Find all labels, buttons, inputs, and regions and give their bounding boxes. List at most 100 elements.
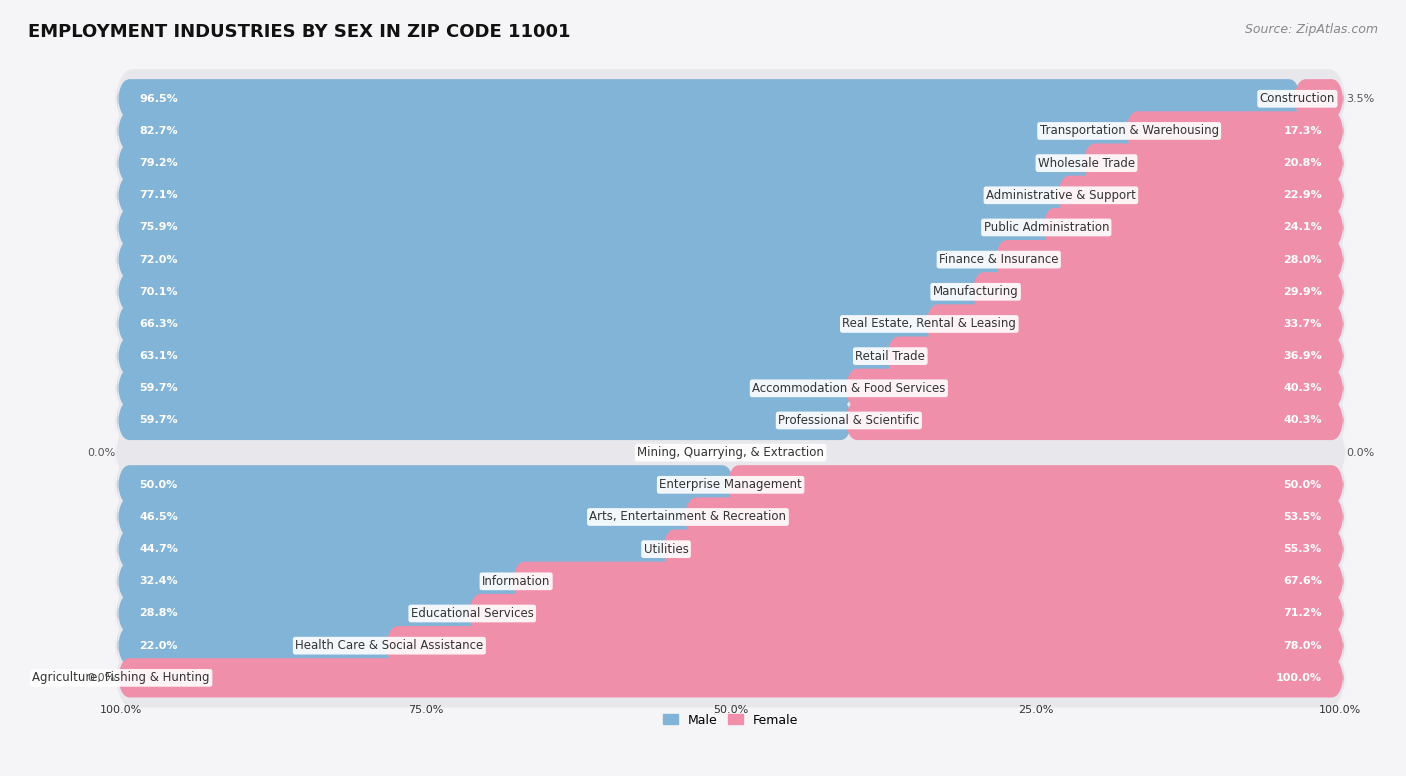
Text: 40.3%: 40.3% <box>1284 383 1322 393</box>
Text: Administrative & Support: Administrative & Support <box>986 189 1136 202</box>
FancyBboxPatch shape <box>118 272 979 311</box>
FancyBboxPatch shape <box>1294 79 1344 119</box>
FancyBboxPatch shape <box>118 626 394 665</box>
Text: 50.0%: 50.0% <box>1284 480 1322 490</box>
Text: 22.0%: 22.0% <box>139 641 179 650</box>
FancyBboxPatch shape <box>115 455 1346 514</box>
FancyBboxPatch shape <box>115 616 1346 675</box>
Text: 25.0%: 25.0% <box>1018 705 1053 715</box>
FancyBboxPatch shape <box>115 69 1346 129</box>
Text: Manufacturing: Manufacturing <box>932 286 1018 298</box>
Text: Finance & Insurance: Finance & Insurance <box>939 253 1059 266</box>
Text: Transportation & Warehousing: Transportation & Warehousing <box>1039 124 1219 137</box>
Text: 0.0%: 0.0% <box>87 448 115 458</box>
Text: 20.8%: 20.8% <box>1284 158 1322 168</box>
FancyBboxPatch shape <box>115 648 1346 708</box>
FancyBboxPatch shape <box>118 144 1090 182</box>
Text: Wholesale Trade: Wholesale Trade <box>1038 157 1135 170</box>
Text: Mining, Quarrying, & Extraction: Mining, Quarrying, & Extraction <box>637 446 824 459</box>
Text: 46.5%: 46.5% <box>139 512 179 522</box>
FancyBboxPatch shape <box>468 594 1344 633</box>
Text: Health Care & Social Assistance: Health Care & Social Assistance <box>295 639 484 652</box>
Text: 66.3%: 66.3% <box>139 319 179 329</box>
Legend: Male, Female: Male, Female <box>658 708 803 732</box>
Text: 100.0%: 100.0% <box>100 705 142 715</box>
Text: 29.9%: 29.9% <box>1282 287 1322 296</box>
FancyBboxPatch shape <box>1057 175 1344 215</box>
FancyBboxPatch shape <box>1083 144 1344 182</box>
Text: 0.0%: 0.0% <box>87 673 115 683</box>
FancyBboxPatch shape <box>118 304 934 344</box>
FancyBboxPatch shape <box>115 391 1346 450</box>
Text: 53.5%: 53.5% <box>1284 512 1322 522</box>
FancyBboxPatch shape <box>115 552 1346 611</box>
FancyBboxPatch shape <box>118 79 1301 119</box>
Text: 0.0%: 0.0% <box>1346 448 1375 458</box>
FancyBboxPatch shape <box>115 294 1346 354</box>
Text: 24.1%: 24.1% <box>1284 223 1322 233</box>
FancyBboxPatch shape <box>727 465 1344 504</box>
Text: 36.9%: 36.9% <box>1284 351 1322 361</box>
Text: 75.9%: 75.9% <box>139 223 179 233</box>
Text: 75.0%: 75.0% <box>408 705 444 715</box>
Text: 28.8%: 28.8% <box>139 608 179 618</box>
Text: 50.0%: 50.0% <box>713 705 748 715</box>
Text: Agriculture, Fishing & Hunting: Agriculture, Fishing & Hunting <box>32 671 209 684</box>
Text: Information: Information <box>482 575 550 588</box>
FancyBboxPatch shape <box>1126 111 1344 151</box>
Text: Public Administration: Public Administration <box>984 221 1109 234</box>
FancyBboxPatch shape <box>118 175 1064 215</box>
FancyBboxPatch shape <box>115 584 1346 643</box>
FancyBboxPatch shape <box>118 208 1050 247</box>
FancyBboxPatch shape <box>887 337 1344 376</box>
Text: Retail Trade: Retail Trade <box>855 350 925 362</box>
Text: Professional & Scientific: Professional & Scientific <box>778 414 920 427</box>
FancyBboxPatch shape <box>118 465 734 504</box>
FancyBboxPatch shape <box>118 594 475 633</box>
FancyBboxPatch shape <box>995 240 1344 279</box>
FancyBboxPatch shape <box>115 487 1346 547</box>
FancyBboxPatch shape <box>118 369 852 408</box>
Text: 55.3%: 55.3% <box>1284 544 1322 554</box>
Text: 44.7%: 44.7% <box>139 544 179 554</box>
Text: 72.0%: 72.0% <box>139 255 179 265</box>
FancyBboxPatch shape <box>118 562 520 601</box>
Text: Arts, Entertainment & Recreation: Arts, Entertainment & Recreation <box>589 511 786 524</box>
Text: 59.7%: 59.7% <box>139 415 179 425</box>
Text: 59.7%: 59.7% <box>139 383 179 393</box>
Text: 78.0%: 78.0% <box>1284 641 1322 650</box>
Text: 33.7%: 33.7% <box>1284 319 1322 329</box>
FancyBboxPatch shape <box>118 240 1002 279</box>
FancyBboxPatch shape <box>115 262 1346 321</box>
Text: 17.3%: 17.3% <box>1284 126 1322 136</box>
FancyBboxPatch shape <box>845 401 1344 440</box>
Text: 28.0%: 28.0% <box>1284 255 1322 265</box>
Text: 79.2%: 79.2% <box>139 158 179 168</box>
FancyBboxPatch shape <box>118 529 669 569</box>
Text: 32.4%: 32.4% <box>139 577 179 587</box>
Text: Educational Services: Educational Services <box>411 607 534 620</box>
Text: Source: ZipAtlas.com: Source: ZipAtlas.com <box>1244 23 1378 36</box>
FancyBboxPatch shape <box>385 626 1344 665</box>
Text: EMPLOYMENT INDUSTRIES BY SEX IN ZIP CODE 11001: EMPLOYMENT INDUSTRIES BY SEX IN ZIP CODE… <box>28 23 571 41</box>
FancyBboxPatch shape <box>512 562 1344 601</box>
FancyBboxPatch shape <box>118 337 894 376</box>
Text: 63.1%: 63.1% <box>139 351 179 361</box>
FancyBboxPatch shape <box>118 497 692 537</box>
FancyBboxPatch shape <box>118 111 1133 151</box>
Text: 77.1%: 77.1% <box>139 190 179 200</box>
FancyBboxPatch shape <box>972 272 1344 311</box>
FancyBboxPatch shape <box>115 327 1346 386</box>
FancyBboxPatch shape <box>118 401 852 440</box>
FancyBboxPatch shape <box>685 497 1344 537</box>
FancyBboxPatch shape <box>115 101 1346 161</box>
Text: 50.0%: 50.0% <box>139 480 177 490</box>
FancyBboxPatch shape <box>115 230 1346 289</box>
Text: Enterprise Management: Enterprise Management <box>659 478 801 491</box>
FancyBboxPatch shape <box>115 423 1346 483</box>
Text: 3.5%: 3.5% <box>1346 94 1375 104</box>
Text: 40.3%: 40.3% <box>1284 415 1322 425</box>
Text: 82.7%: 82.7% <box>139 126 179 136</box>
FancyBboxPatch shape <box>845 369 1344 408</box>
Text: 100.0%: 100.0% <box>1319 705 1361 715</box>
